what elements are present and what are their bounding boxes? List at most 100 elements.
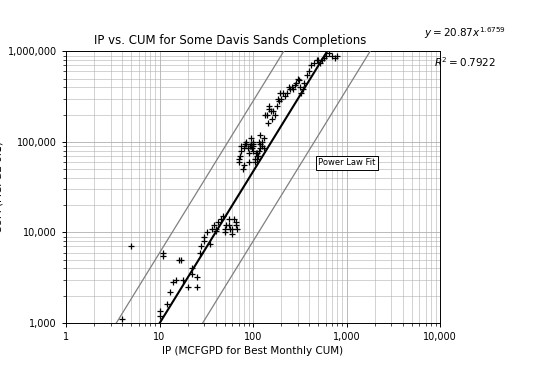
Point xyxy=(231,222,240,228)
Point xyxy=(244,159,253,165)
Point xyxy=(234,156,243,162)
Point xyxy=(237,143,246,149)
Point xyxy=(265,103,274,109)
Point xyxy=(282,90,291,95)
Point xyxy=(256,141,265,147)
Point xyxy=(321,52,330,58)
Point xyxy=(288,84,296,90)
Point xyxy=(286,87,295,92)
Point xyxy=(192,274,201,280)
Point xyxy=(252,156,261,162)
Point xyxy=(270,112,279,117)
Point xyxy=(256,132,265,138)
Text: Power Law Fit: Power Law Fit xyxy=(318,159,376,167)
Point xyxy=(274,98,283,104)
Point xyxy=(187,271,196,277)
Point xyxy=(252,150,261,156)
Point xyxy=(320,55,329,61)
Point xyxy=(239,166,248,172)
Point xyxy=(231,219,240,225)
Point xyxy=(213,219,222,225)
Point xyxy=(296,84,305,90)
Point xyxy=(252,153,261,159)
Point xyxy=(210,222,218,228)
Point xyxy=(155,308,164,314)
Point xyxy=(277,96,285,102)
Point xyxy=(240,163,249,168)
Point xyxy=(269,108,278,114)
Point xyxy=(292,80,301,86)
Point xyxy=(251,156,260,162)
Point xyxy=(279,90,288,95)
Point xyxy=(254,139,263,145)
Point xyxy=(307,62,316,68)
Title: IP vs. CUM for Some Davis Sands Completions: IP vs. CUM for Some Davis Sands Completi… xyxy=(95,34,367,47)
Point xyxy=(290,83,299,88)
Point xyxy=(303,72,312,78)
Point xyxy=(207,226,216,232)
Point xyxy=(172,277,180,283)
Point xyxy=(200,238,208,244)
Point xyxy=(295,77,304,83)
Point xyxy=(252,150,261,156)
Point xyxy=(202,229,211,235)
Point xyxy=(314,57,323,63)
Point xyxy=(261,112,270,117)
Point xyxy=(229,216,238,222)
Point xyxy=(268,116,277,122)
Point xyxy=(166,289,174,295)
Point xyxy=(256,145,265,151)
Point xyxy=(299,80,308,86)
Point xyxy=(211,226,220,232)
Y-axis label: CUM (MCFGE 6:1): CUM (MCFGE 6:1) xyxy=(0,141,4,233)
Point xyxy=(259,145,268,151)
Point xyxy=(251,159,260,165)
Point xyxy=(280,93,289,99)
Point xyxy=(244,145,252,151)
Point xyxy=(310,60,318,66)
Text: $R^2 = 0.7922$: $R^2 = 0.7922$ xyxy=(434,55,496,69)
Point xyxy=(331,55,339,61)
Point xyxy=(284,84,293,90)
Point xyxy=(254,148,263,154)
Point xyxy=(187,265,196,271)
Point xyxy=(333,52,342,58)
X-axis label: IP (MCFGPD for Best Monthly CUM): IP (MCFGPD for Best Monthly CUM) xyxy=(162,346,344,356)
Point xyxy=(169,280,178,286)
Point xyxy=(293,76,302,81)
Point xyxy=(273,96,282,102)
Point xyxy=(297,90,306,95)
Point xyxy=(197,244,206,250)
Point xyxy=(263,120,272,126)
Point xyxy=(328,52,337,58)
Point xyxy=(298,87,307,92)
Point xyxy=(245,143,254,149)
Point xyxy=(257,143,266,149)
Point xyxy=(289,87,298,92)
Point xyxy=(174,257,183,263)
Point xyxy=(265,106,274,112)
Point xyxy=(305,69,314,75)
Point xyxy=(162,302,171,308)
Point xyxy=(259,135,268,141)
Point xyxy=(206,241,214,247)
Point xyxy=(248,145,257,151)
Point xyxy=(246,141,255,147)
Point xyxy=(221,226,229,232)
Point xyxy=(237,148,246,154)
Point xyxy=(249,139,257,145)
Point xyxy=(324,50,333,56)
Point xyxy=(249,141,257,147)
Text: $y = 20.87x^{1.6759}$: $y = 20.87x^{1.6759}$ xyxy=(424,26,505,41)
Point xyxy=(224,216,233,222)
Point xyxy=(159,253,168,259)
Point xyxy=(228,226,236,232)
Point xyxy=(235,153,244,159)
Point xyxy=(253,153,262,159)
Point xyxy=(127,244,136,250)
Point xyxy=(249,143,257,149)
Point xyxy=(226,226,234,232)
Point xyxy=(316,60,324,66)
Point xyxy=(221,229,229,235)
Point xyxy=(312,57,321,63)
